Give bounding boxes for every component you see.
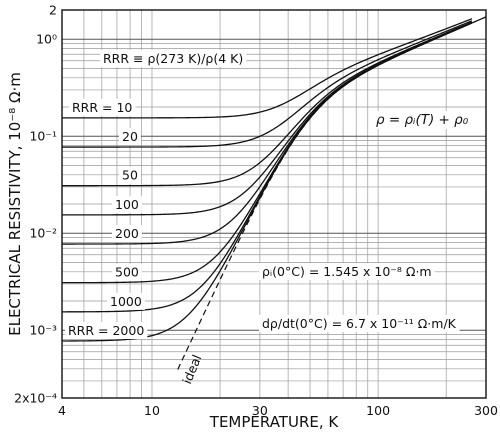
plot-frame [61, 9, 487, 399]
grid [62, 10, 486, 398]
series-label: 500 [115, 265, 139, 280]
y-tick-label: 10⁻¹ [29, 129, 57, 144]
x-tick-label: 300 [474, 403, 498, 418]
rho-equation-annotation: ρ = ρᵢ(T) + ρ₀ [376, 112, 469, 128]
series-label-bg [119, 166, 141, 184]
series-label: 1000 [110, 294, 142, 309]
series-label: 50 [122, 168, 138, 183]
series-label: RRR = 10 [72, 100, 132, 115]
series-curve [62, 18, 473, 119]
series-label: 100 [115, 197, 139, 212]
series-label-bg [112, 195, 142, 213]
ann-rrr-bg [100, 50, 247, 67]
y-axis-title: ELECTRICAL RESISTIVITY, 10⁻⁸ Ω·m [6, 72, 24, 336]
x-tick-label: 30 [252, 403, 268, 418]
y-tick-label: 10⁻² [29, 226, 57, 241]
y-tick-label: 2x10⁻⁴ [14, 391, 57, 406]
drho-dt-annotation: dρ/dt(0°C) = 6.7 x 10⁻¹¹ Ω·m/K [262, 316, 457, 331]
series-label-bg [112, 225, 142, 243]
x-tick-label: 10 [144, 403, 160, 418]
series-curve [62, 20, 473, 148]
curves [61, 16, 487, 370]
series-label-bg [69, 98, 136, 116]
series-label: RRR = 2000 [68, 323, 144, 338]
x-axis-title: TEMPERATURE, K [209, 413, 340, 431]
x-tick-label: 100 [366, 403, 390, 418]
series-curve [62, 21, 473, 187]
ann-drho-bg [259, 315, 460, 332]
series-label: 20 [122, 129, 138, 144]
series-label: 200 [115, 226, 139, 241]
ann-rhoi-bg [259, 263, 435, 280]
x-tick-label: 4 [58, 403, 66, 418]
x-tick-labels: 4 10 30 100 300 [58, 403, 498, 418]
rrr-definition-annotation: RRR ≡ ρ(273 K)/ρ(4 K) [103, 51, 243, 66]
series-label-bg [65, 322, 148, 340]
y-tick-label: 10⁰ [36, 32, 57, 47]
ideal-curve [177, 22, 473, 370]
y-tick-label: 10⁻³ [29, 323, 57, 338]
ann-rho-bg [373, 111, 472, 129]
y-tick-label: 2 [49, 3, 57, 18]
rho-i-value-annotation: ρᵢ(0°C) = 1.545 x 10⁻⁸ Ω·m [262, 264, 432, 279]
series-label-bg [119, 128, 141, 146]
series-label-bg [112, 263, 142, 281]
series-label-bg [107, 292, 145, 310]
series-labels: RRR = 10 20 50 100 200 500 1000 RRR = 2000 [65, 98, 148, 340]
y-tick-labels: 2 10⁰ 10⁻¹ 10⁻² 10⁻³ 2x10⁻⁴ [14, 3, 57, 406]
